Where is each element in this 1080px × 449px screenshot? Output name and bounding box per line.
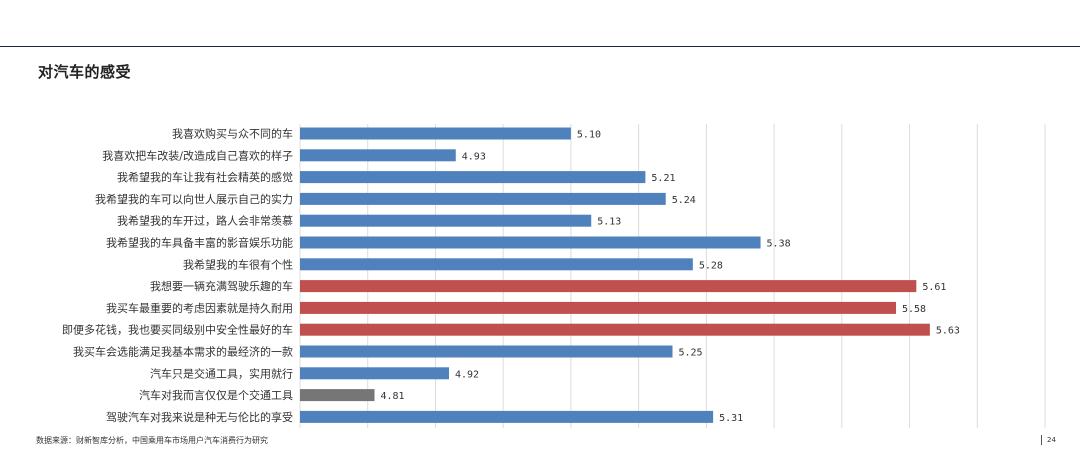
bar — [300, 323, 930, 336]
category-label: 我希望我的车很有个性 — [183, 257, 293, 271]
grid-lines — [299, 124, 1046, 428]
value-label: 5.31 — [719, 413, 743, 424]
value-label: 5.63 — [936, 326, 960, 337]
bars — [300, 127, 930, 423]
value-label: 5.38 — [767, 239, 791, 250]
value-label: 4.81 — [381, 391, 405, 402]
category-label: 我希望我的车让我有社会精英的感觉 — [117, 170, 293, 184]
value-label: 5.61 — [922, 282, 946, 293]
data-source-note: 数据来源：财新智库分析，中国乘用车市场用户汽车消费行为研究 — [36, 436, 268, 445]
category-label: 我喜欢把车改装/改造成自己喜欢的样子 — [102, 148, 293, 162]
bar — [300, 389, 375, 402]
value-label: 5.28 — [699, 260, 723, 271]
value-label: 4.92 — [455, 369, 479, 380]
top-divider — [0, 46, 1080, 47]
bar — [300, 236, 761, 249]
value-label: 5.25 — [679, 348, 703, 359]
value-label: 5.13 — [597, 217, 621, 228]
bar — [300, 171, 646, 184]
value-label: 5.24 — [672, 195, 696, 206]
page-number: 24 — [1047, 436, 1056, 444]
bar — [300, 345, 673, 358]
category-labels: 我喜欢购买与众不同的车我喜欢把车改装/改造成自己喜欢的样子我希望我的车让我有社会… — [62, 127, 293, 424]
value-label: 5.21 — [651, 173, 675, 184]
bar — [300, 258, 693, 271]
bar — [300, 301, 896, 314]
page-marker-line — [1041, 435, 1042, 445]
bar — [300, 192, 666, 205]
value-label: 4.93 — [462, 151, 486, 162]
category-label: 我希望我的车具备丰富的影音娱乐功能 — [106, 236, 293, 250]
bar — [300, 214, 592, 227]
category-label: 即便多花钱，我也要买同级别中安全性最好的车 — [62, 323, 293, 337]
bar — [300, 280, 917, 293]
page-title: 对汽车的感受 — [38, 63, 132, 81]
category-label: 我买车会选能满足我基本需求的最经济的一款 — [73, 345, 293, 359]
bar — [300, 367, 449, 380]
category-label: 汽车只是交通工具，实用就行 — [150, 366, 293, 380]
category-label: 我希望我的车开过，路人会非常羡慕 — [117, 214, 293, 228]
category-label: 汽车对我而言仅仅是个交通工具 — [139, 388, 293, 402]
category-label: 我想要一辆充满驾驶乐趣的车 — [150, 279, 293, 293]
category-label: 我买车最重要的考虑因素就是持久耐用 — [106, 301, 293, 315]
category-label: 我喜欢购买与众不同的车 — [172, 127, 293, 141]
bar — [300, 410, 714, 423]
value-labels: 5.10 4.93 5.21 5.24 5.13 5.38 5.28 5.61 5.58 5.63… — [381, 130, 960, 424]
category-label: 我希望我的车可以向世人展示自己的实力 — [95, 192, 293, 206]
bar — [300, 127, 571, 140]
bar — [300, 149, 456, 162]
category-label: 驾驶汽车对我来说是种无与伦比的享受 — [106, 410, 293, 424]
value-label: 5.10 — [577, 130, 601, 141]
value-label: 5.58 — [902, 304, 926, 315]
